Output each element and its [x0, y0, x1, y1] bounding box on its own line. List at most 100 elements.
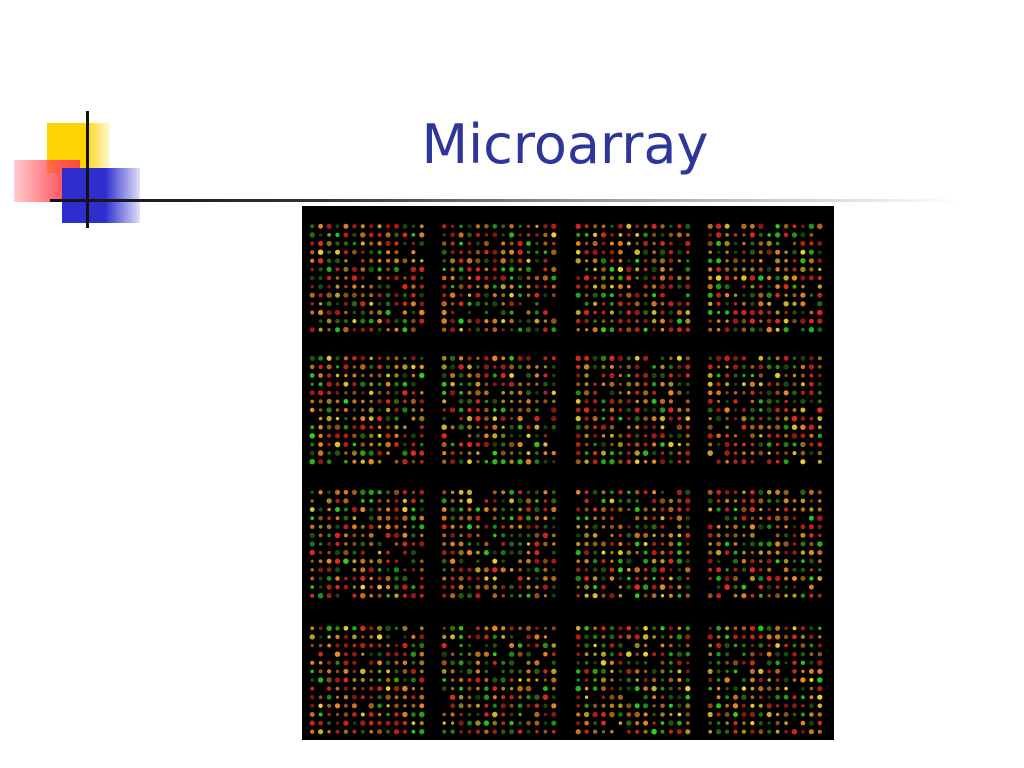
microarray-spot	[618, 524, 623, 530]
microarray-spot	[318, 661, 323, 665]
microarray-spot	[402, 642, 408, 649]
microarray-spot	[733, 302, 738, 306]
microarray-spot	[352, 593, 357, 598]
microarray-spot	[677, 498, 682, 504]
microarray-spot	[576, 661, 580, 665]
microarray-spot	[458, 541, 464, 547]
microarray-spot	[327, 490, 332, 495]
microarray-spot	[501, 490, 506, 495]
microarray-spot	[542, 694, 549, 700]
microarray-spot	[343, 292, 349, 298]
microarray-spot	[660, 524, 665, 529]
microarray-spot	[450, 669, 455, 674]
microarray-spot	[660, 721, 665, 725]
microarray-spot	[601, 459, 606, 465]
microarray-spot	[750, 259, 755, 263]
microarray-spot	[817, 660, 823, 666]
microarray-spot	[635, 241, 639, 246]
microarray-spot	[509, 593, 514, 598]
microarray-spot	[484, 626, 489, 631]
microarray-spot	[651, 301, 657, 307]
microarray-spot	[642, 390, 649, 396]
microarray-spot	[369, 373, 373, 378]
microarray-spot	[660, 652, 665, 656]
microarray-spot	[800, 541, 806, 547]
microarray-spot	[792, 525, 797, 529]
microarray-spot	[792, 643, 797, 648]
microarray-spot	[668, 506, 674, 513]
microarray-spot	[310, 516, 314, 520]
microarray-spot	[518, 695, 522, 700]
microarray-spot	[352, 533, 357, 538]
microarray-spot	[617, 355, 624, 361]
microarray-spot	[517, 459, 523, 465]
microarray-spot	[411, 381, 416, 387]
microarray-spot	[343, 524, 349, 530]
microarray-spot	[801, 224, 805, 228]
microarray-spot	[742, 233, 746, 237]
microarray-spot	[733, 451, 738, 455]
microarray-spot	[584, 550, 590, 556]
microarray-spot	[733, 399, 738, 404]
microarray-spot	[716, 712, 721, 717]
microarray-spot	[716, 567, 722, 573]
microarray-spot	[660, 533, 665, 538]
microarray-spot	[326, 584, 332, 590]
microarray-spot	[526, 550, 531, 555]
microarray-spot	[411, 373, 416, 378]
microarray-spot	[651, 524, 657, 530]
microarray-spot	[360, 541, 366, 547]
microarray-spot	[310, 660, 315, 665]
microarray-spot	[458, 558, 464, 564]
microarray-spot	[335, 498, 340, 504]
microarray-spot	[685, 407, 690, 413]
microarray-spot	[551, 575, 557, 582]
microarray-spot	[609, 498, 615, 504]
microarray-spot	[659, 283, 666, 290]
microarray-spot	[783, 424, 789, 430]
microarray-spot	[766, 442, 772, 447]
microarray-spot	[685, 364, 691, 370]
microarray-spot	[492, 593, 498, 599]
microarray-spot	[394, 381, 399, 387]
microarray-spot	[343, 381, 349, 387]
microarray-spot	[725, 634, 730, 639]
microarray-spot	[800, 720, 806, 726]
microarray-spot	[677, 677, 682, 683]
microarray-spot	[343, 533, 348, 538]
microarray-spot	[576, 559, 580, 563]
microarray-spot	[377, 593, 382, 598]
microarray-spot	[643, 729, 648, 734]
microarray-spot	[618, 721, 623, 725]
microarray-spot	[767, 567, 772, 572]
microarray-spot	[327, 250, 331, 255]
microarray-spot	[526, 593, 531, 598]
microarray-spot	[450, 232, 456, 238]
microarray-spot	[385, 364, 391, 370]
microarray-spot	[685, 223, 691, 229]
microarray-spot	[551, 720, 557, 726]
microarray-spot	[724, 515, 730, 521]
microarray-spot	[377, 399, 382, 404]
microarray-spot	[310, 568, 314, 572]
microarray-spot	[792, 516, 797, 520]
microarray-spot	[707, 292, 713, 298]
microarray-spot	[394, 416, 399, 421]
microarray-spot	[809, 293, 814, 297]
microarray-spot	[484, 267, 489, 272]
microarray-spot	[775, 364, 780, 370]
microarray-spot	[635, 399, 639, 404]
microarray-spot	[724, 441, 730, 448]
microarray-spot	[385, 309, 391, 316]
microarray-spot	[467, 407, 472, 413]
microarray-spot	[575, 490, 581, 495]
microarray-spot	[724, 240, 730, 247]
microarray-spot	[668, 301, 674, 307]
microarray-spot	[386, 585, 391, 590]
microarray-spot	[733, 434, 738, 438]
microarray-spot	[326, 301, 332, 307]
microarray-spot	[626, 626, 632, 631]
microarray-spot	[526, 533, 531, 538]
microarray-spot	[327, 533, 331, 538]
